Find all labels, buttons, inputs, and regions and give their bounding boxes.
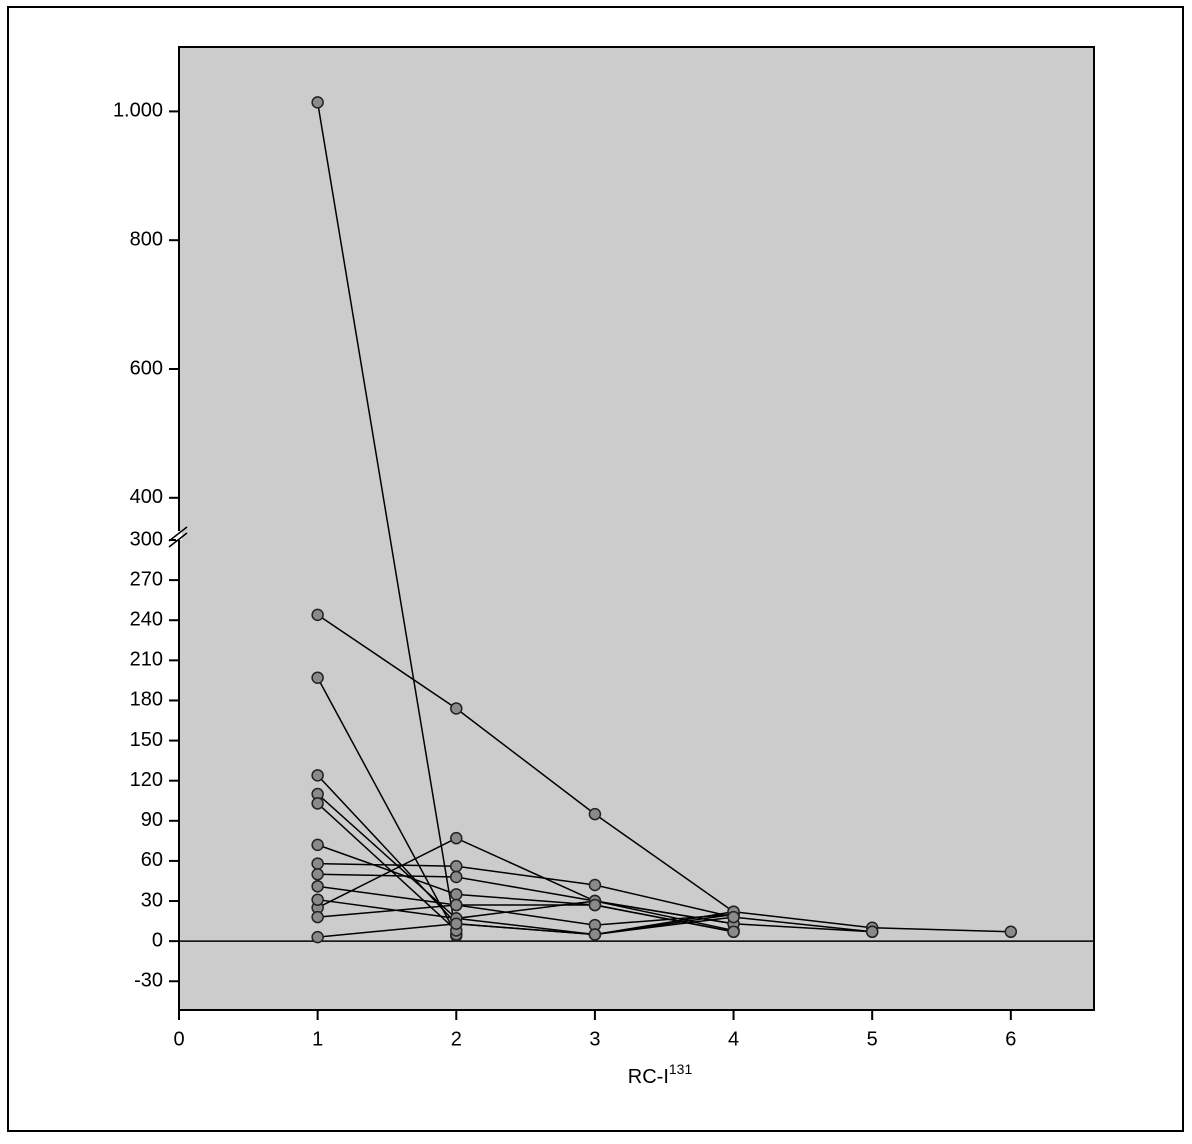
data-point (450, 831, 463, 845)
series-line (317, 885, 734, 926)
axis-break-gap (176, 531, 182, 540)
axis-break (168, 526, 188, 542)
x-tick-label: 0 (173, 1028, 184, 1050)
x-tick-label: 2 (451, 1028, 462, 1050)
series-line (317, 614, 1011, 933)
y-tick-label: 210 (130, 649, 163, 671)
x-axis-label: RC-I131 (628, 1061, 693, 1089)
data-point (311, 838, 324, 852)
data-point (450, 898, 463, 912)
y-tick-label: 240 (130, 609, 163, 631)
y-tick-label: 180 (130, 689, 163, 711)
data-point (311, 769, 324, 782)
data-point (450, 702, 463, 715)
series-line (317, 802, 457, 931)
data-point (1004, 925, 1018, 939)
y-tick-label: 60 (141, 849, 163, 871)
y-tick-label: 400 (130, 486, 163, 508)
series-line (317, 904, 734, 933)
y-tick-label: -30 (134, 970, 163, 992)
data-point (588, 898, 602, 912)
series-line (316, 677, 457, 935)
data-point (450, 888, 463, 901)
data-point (311, 671, 324, 684)
x-tick-label: 3 (589, 1028, 600, 1050)
y-tick-label: 30 (141, 889, 163, 911)
data-point (450, 917, 463, 931)
data-point (311, 868, 324, 881)
frame (7, 6, 1184, 1132)
data-point (311, 910, 324, 924)
x-tick-label: 1 (312, 1028, 323, 1050)
axis-break (168, 532, 188, 548)
x-axis-label-main: RC-I (628, 1066, 669, 1088)
data-point (311, 608, 324, 622)
data-point (311, 880, 324, 893)
data-point (450, 860, 463, 873)
series-line (317, 793, 734, 932)
data-point (588, 807, 602, 821)
y-tick-label: 120 (130, 769, 163, 791)
data-point (727, 925, 740, 939)
y-tick-label: 800 (130, 228, 163, 250)
data-point (588, 878, 602, 892)
y-tick-label: 150 (130, 729, 163, 751)
data-point (727, 910, 740, 924)
x-tick-label: 5 (867, 1028, 878, 1050)
data-point (311, 857, 324, 870)
y-tick-label: 600 (130, 357, 163, 379)
x-tick-label: 6 (1005, 1028, 1016, 1050)
y-tick-label: 0 (152, 929, 163, 951)
data-point (588, 928, 602, 941)
data-point (311, 797, 324, 810)
data-point (865, 925, 879, 939)
y-tick-label: 90 (141, 809, 163, 831)
data-point (450, 870, 463, 884)
y-tick-label: 1.000 (113, 100, 163, 122)
series-line (317, 898, 734, 936)
y-tick-label: 300 (130, 528, 163, 550)
data-point (311, 96, 324, 109)
data-point (311, 893, 324, 906)
x-tick-label: 4 (728, 1028, 739, 1050)
series-line (317, 916, 734, 938)
x-axis-label-sup: 131 (669, 1061, 693, 1077)
data-point (311, 930, 324, 944)
series-line (316, 102, 458, 936)
y-tick-label: 270 (130, 568, 163, 590)
